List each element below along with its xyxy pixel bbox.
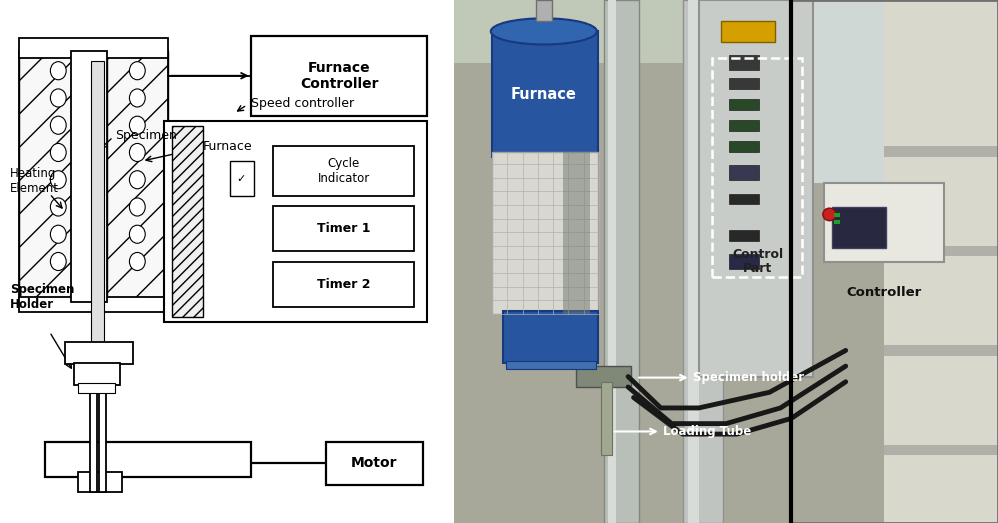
Circle shape [50, 89, 66, 107]
Bar [251, 36, 427, 116]
Bar [791, 0, 998, 183]
Bar [833, 220, 840, 224]
Bar [454, 0, 998, 63]
Circle shape [130, 116, 146, 134]
Circle shape [130, 253, 146, 270]
Bar [832, 207, 886, 248]
Text: ✓: ✓ [237, 174, 247, 184]
Bar [729, 194, 758, 204]
Bar [273, 262, 414, 306]
Text: Specimen: Specimen [116, 130, 178, 142]
Bar [884, 246, 998, 256]
Text: Loading Tube: Loading Tube [664, 425, 751, 438]
Circle shape [50, 62, 66, 79]
Text: Timer 1: Timer 1 [317, 222, 370, 235]
Circle shape [50, 225, 66, 243]
Bar [729, 55, 758, 70]
Circle shape [130, 89, 146, 107]
Bar [683, 0, 724, 523]
Bar [536, 0, 552, 21]
Text: Timer 2: Timer 2 [317, 278, 370, 291]
Bar [604, 0, 639, 523]
Circle shape [130, 143, 146, 162]
Bar [230, 161, 253, 196]
Bar [729, 78, 758, 89]
Bar [688, 0, 699, 523]
Bar [503, 311, 598, 363]
Bar [833, 213, 840, 217]
Bar [884, 146, 998, 157]
Bar [99, 392, 106, 493]
Bar [729, 254, 758, 269]
Bar [577, 366, 631, 387]
Bar [454, 455, 998, 523]
Text: Cycle
Indicator: Cycle Indicator [317, 157, 370, 185]
Circle shape [130, 170, 146, 189]
Bar [72, 51, 107, 302]
Circle shape [130, 225, 146, 243]
Bar [884, 445, 998, 455]
Bar [601, 382, 612, 455]
Bar [791, 0, 998, 523]
Bar [19, 297, 168, 312]
Circle shape [50, 198, 66, 216]
Bar [19, 38, 168, 58]
Bar [729, 230, 758, 241]
Circle shape [130, 198, 146, 216]
Bar [78, 383, 116, 393]
Circle shape [50, 170, 66, 189]
Bar [91, 61, 105, 372]
Bar [326, 442, 423, 485]
Ellipse shape [491, 18, 597, 44]
Bar [721, 21, 775, 42]
Text: Heating
Element: Heating Element [10, 167, 59, 195]
Text: Controller: Controller [846, 287, 921, 299]
Text: Specimen
Holder: Specimen Holder [10, 282, 75, 311]
Bar [273, 206, 414, 252]
Bar [791, 0, 998, 523]
Text: Specimen holder: Specimen holder [694, 371, 804, 384]
Circle shape [50, 116, 66, 134]
Bar [506, 361, 596, 369]
Bar [608, 0, 616, 523]
Bar [699, 0, 813, 377]
Text: Motor: Motor [351, 457, 397, 470]
Bar [884, 0, 998, 523]
Ellipse shape [802, 37, 954, 152]
Bar [729, 120, 758, 131]
Bar [713, 58, 802, 277]
Bar [19, 51, 80, 302]
Bar [91, 392, 98, 493]
Bar [492, 31, 598, 157]
Bar [80, 51, 107, 302]
Bar [729, 141, 758, 152]
Circle shape [50, 143, 66, 162]
Circle shape [130, 62, 146, 79]
Bar [164, 121, 427, 322]
Text: Furnace
Controller: Furnace Controller [300, 61, 378, 91]
Bar [729, 99, 758, 110]
Bar [78, 472, 122, 493]
Bar [45, 442, 251, 477]
Bar [19, 51, 80, 302]
Bar [273, 146, 414, 196]
Bar [492, 152, 598, 314]
Bar [563, 152, 590, 314]
Text: Speed controller: Speed controller [251, 97, 354, 110]
Text: Furnace: Furnace [204, 140, 252, 153]
Bar [107, 51, 168, 302]
Bar [173, 126, 204, 317]
Bar [107, 51, 168, 302]
Circle shape [50, 253, 66, 270]
Bar [824, 183, 944, 262]
Text: Furnace: Furnace [511, 87, 577, 101]
Bar [729, 165, 758, 180]
Bar [74, 363, 120, 384]
Bar [884, 345, 998, 356]
Text: Control
Part: Control Part [732, 247, 783, 276]
Circle shape [823, 208, 836, 221]
Bar [65, 342, 133, 365]
